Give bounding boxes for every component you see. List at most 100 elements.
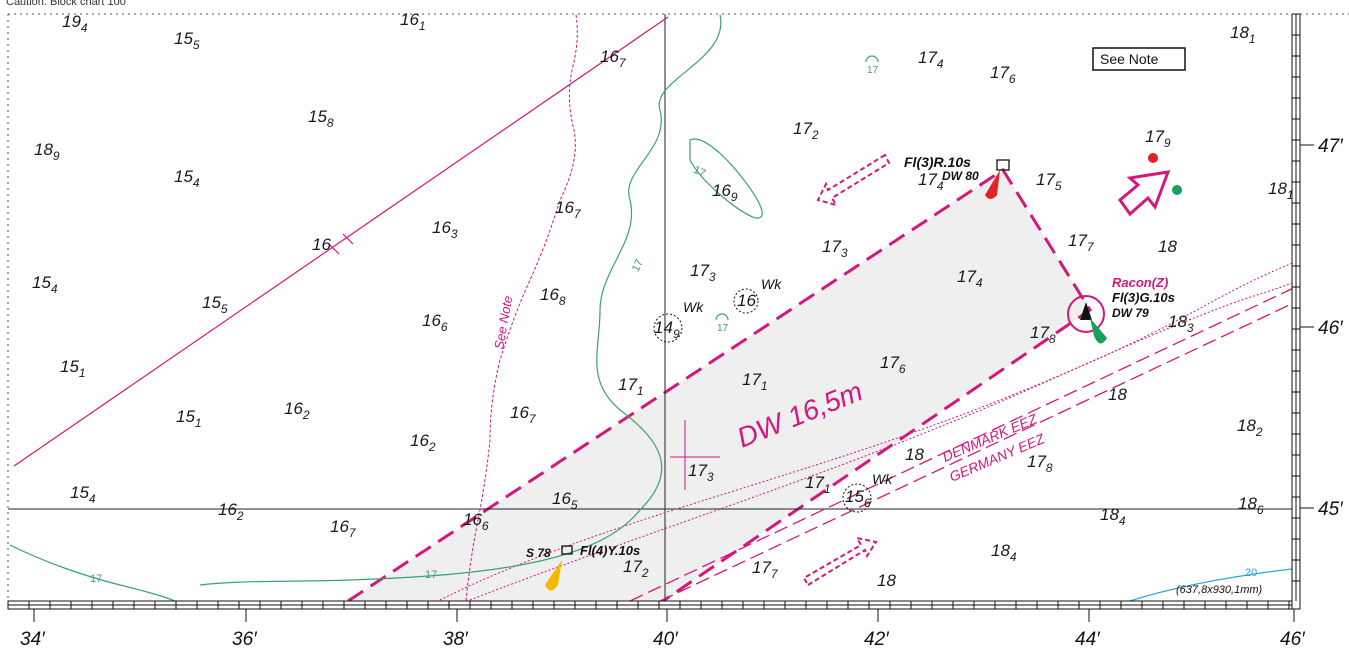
cable-line [13,16,669,467]
latitude-label-0: 47′ [1318,136,1344,157]
sounding-27: 169 [712,181,738,204]
longitude-label-4: 42′ [864,629,890,650]
sounding-39: 174 [957,267,983,290]
svg-text:Wk: Wk [761,276,782,292]
sounding-36: 174 [918,170,944,193]
buoy-dw80: Fl(3)R.10s DW 80 [904,154,1010,199]
sounding-28: 173 [822,237,848,260]
svg-text:Fl(4)Y.10s: Fl(4)Y.10s [580,543,640,558]
sounding-46: 183 [1168,312,1194,335]
svg-text:Wk: Wk [872,471,893,487]
sounding-15: 151 [176,407,202,430]
graduation-labels: 34′ 36′ 38′ 40′ 42′ 44′ 46′ 47′ 46′ 45′ [20,136,1344,650]
sounding-11: 155 [202,293,228,316]
wreck-3: Wk 15 6 [842,471,893,513]
sounding-7: 167 [555,198,582,221]
sounding-10: 154 [32,273,58,296]
sounding-41: 178 [1030,323,1056,346]
sounding-17: 167 [510,403,537,426]
wreck-1: Wk 14 9 [653,299,704,343]
see-note-box: See Note [1092,47,1186,71]
contour-label-20: 20 [1245,567,1257,579]
sounding-1: 155 [174,29,200,52]
limit-line-1 [439,259,1301,601]
sounding-29: 173 [690,261,716,284]
svg-text:15: 15 [845,487,864,506]
sounding-45: 18 [1158,237,1177,256]
recommended-direction-arrow [1117,170,1171,217]
sounding-44: 181 [1268,179,1294,202]
sounding-16: 162 [284,399,310,422]
sounding-51: 184 [1100,505,1126,528]
longitude-label-6: 46′ [1280,629,1306,650]
sounding-47: 18 [1108,385,1127,404]
limit-line-2 [469,279,1301,601]
sounding-14: 151 [60,357,86,380]
germany-eez-line [659,299,1301,602]
depth-contour-17 [199,14,722,586]
route-arrow-sw [816,153,891,207]
svg-text:S 78: S 78 [526,546,551,560]
sounding-53: 184 [991,541,1017,564]
sounding-22: 166 [463,510,489,533]
svg-text:17: 17 [867,65,879,76]
sounding-13: 166 [422,311,448,334]
svg-text:Fl(3)G.10s: Fl(3)G.10s [1112,290,1175,305]
svg-text:Wk: Wk [683,299,704,315]
sounding-6: 154 [174,167,200,190]
scale-note: (637,8x930,1mm) [1176,584,1263,596]
deep-water-route-area [348,170,1090,601]
svg-text:9: 9 [673,327,680,341]
sounding-40: 176 [880,353,906,376]
sounding-19: 154 [70,483,96,506]
sounding-5: 189 [34,140,60,163]
graduation-ticks [7,13,1300,609]
route-arrow-ne [802,536,878,587]
svg-text:17: 17 [691,164,707,180]
svg-text:17: 17 [717,323,729,334]
sounding-25: 176 [990,63,1016,86]
deep-water-route-boundary [347,167,1093,603]
sounding-49: 18 [905,445,924,464]
svg-text:17: 17 [630,258,646,274]
sounding-4: 158 [308,107,334,130]
sounding-9: 16 [312,235,331,254]
depth-contour-17-shoal [689,138,763,219]
see-note-vertical: See Note [491,295,515,351]
sounding-42: 179 [1145,127,1171,150]
sounding-30: 171 [618,375,644,398]
latitude-label-2: 45′ [1318,499,1344,520]
sounding-38: 177 [1068,231,1095,254]
sounding-32: 173 [688,461,714,484]
svg-text:16: 16 [737,291,756,310]
sounding-20: 162 [218,500,244,523]
denmark-eez-line [629,284,1301,602]
longitude-label-1: 36′ [232,629,258,650]
header-text: Caution: Block chart 100 [6,0,126,8]
longitude-label-0: 34′ [20,629,46,650]
sounding-50: 178 [1027,452,1053,475]
svg-text:Racon(Z): Racon(Z) [1112,275,1168,290]
sounding-37: 175 [1036,170,1062,193]
depth-contour-20 [1129,567,1301,602]
svg-text:14: 14 [654,318,673,337]
sounding-23: 165 [552,489,578,512]
sounding-54: 18 [877,571,896,590]
svg-text:17: 17 [425,569,437,581]
longitude-label-3: 40′ [653,629,679,650]
soundings-layer: 1941551611671581891541671631615415516816… [32,10,1294,590]
sounding-34: 177 [752,558,779,581]
longitude-label-5: 44′ [1075,629,1101,650]
sounding-24: 174 [918,48,944,71]
longitude-label-2: 38′ [443,629,469,650]
sounding-12: 168 [540,285,566,308]
buoy-s78: S 78 Fl(4)Y.10s [526,543,640,591]
sounding-21: 167 [330,517,357,540]
sounding-18: 162 [410,431,436,454]
sounding-0: 194 [62,12,88,35]
svg-text:DW 80: DW 80 [942,169,979,183]
svg-text:DW 79: DW 79 [1112,306,1149,320]
sounding-31: 171 [742,370,768,393]
sounding-43: 181 [1230,23,1256,46]
